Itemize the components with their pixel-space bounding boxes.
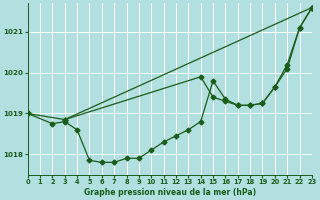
X-axis label: Graphe pression niveau de la mer (hPa): Graphe pression niveau de la mer (hPa) <box>84 188 256 197</box>
